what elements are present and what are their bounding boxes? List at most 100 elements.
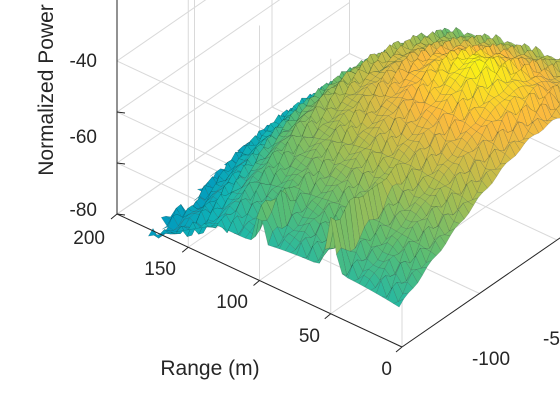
surface-face: [443, 72, 455, 84]
range-tick-label: 0: [381, 359, 392, 380]
surface-face: [545, 78, 556, 84]
surface-face: [429, 235, 441, 249]
surface-face: [453, 209, 465, 224]
surface-face: [262, 220, 273, 246]
grid-line: [116, 0, 207, 62]
surface: [147, 26, 560, 308]
surface-face: [296, 242, 308, 259]
surface-face: [555, 61, 560, 74]
surface-face: [470, 122, 482, 132]
x-tick-label: -100: [472, 349, 510, 370]
surface-face: [528, 121, 539, 136]
surface-face: [218, 204, 229, 218]
surface-face: [546, 116, 558, 122]
surface-face: [238, 154, 250, 161]
surface-face: [371, 77, 383, 90]
surface-face: [424, 186, 436, 197]
surface-face: [323, 158, 335, 176]
surface-face: [388, 157, 400, 169]
surface-face: [537, 118, 549, 130]
surface-face: [376, 280, 387, 298]
surface-face: [432, 163, 444, 174]
surface-face: [392, 239, 404, 255]
surface-face: [420, 102, 432, 116]
axes-box: [110, 0, 560, 353]
surface-face: [516, 69, 527, 82]
surface-face: [493, 94, 505, 104]
surface-face: [373, 59, 384, 72]
surface-face: [445, 188, 457, 202]
range-tick-label: 100: [216, 292, 248, 313]
surface-face: [554, 76, 560, 83]
surface-face: [385, 227, 397, 240]
surface-face: [531, 112, 543, 124]
surface-face: [247, 170, 258, 181]
surface-face: [543, 68, 555, 81]
surface-face: [205, 225, 216, 229]
surface-face: [241, 174, 253, 189]
surface-face: [542, 119, 554, 125]
power-axis-title: Normalized Power: [35, 4, 58, 176]
surface-face: [233, 226, 245, 237]
surface-face: [219, 205, 230, 218]
surface-face: [327, 190, 339, 203]
surface-face: [433, 225, 445, 241]
surface-face: [241, 175, 254, 188]
z-tick-label: -60: [70, 127, 97, 148]
surface-face: [411, 44, 423, 51]
z-tick-label: -40: [70, 51, 97, 72]
surface-face: [337, 179, 349, 194]
range-tick-label: 200: [73, 228, 105, 249]
surface-face: [387, 55, 400, 62]
surface-face: [193, 185, 205, 202]
range-tick-mark: [324, 313, 332, 320]
surface-face: [239, 226, 251, 239]
x-tick-label: -5: [543, 329, 560, 350]
surface-face: [229, 201, 241, 213]
surface-face: [230, 164, 242, 174]
surface-face: [526, 104, 537, 124]
z-tick-label: -80: [70, 200, 97, 221]
surface-face: [352, 167, 363, 187]
z-tick-mark: [116, 213, 126, 216]
surface-face: [182, 208, 194, 218]
surface-face: [178, 214, 189, 227]
range-tick-label: 50: [299, 326, 320, 347]
surface-face: [491, 73, 503, 85]
surface-face: [182, 221, 194, 238]
surface-face: [455, 130, 467, 141]
range-tick-mark: [110, 213, 118, 220]
z-tick-mark: [116, 162, 126, 165]
surface-face: [373, 164, 385, 178]
surface-face: [458, 62, 470, 70]
surface-face: [210, 219, 222, 229]
surface-face: [339, 120, 351, 135]
surface-face: [448, 221, 460, 232]
grid-line: [116, 53, 350, 215]
surface-face: [490, 168, 502, 177]
surface-face: [552, 85, 560, 104]
surface-face: [227, 191, 239, 200]
surface-face: [260, 151, 271, 161]
surface-face: [312, 255, 325, 264]
surface-face: [405, 108, 417, 124]
surface-face: [243, 221, 255, 233]
surface-face: [410, 255, 422, 271]
surface-face: [228, 198, 240, 206]
surface-face: [539, 68, 551, 81]
surface-face: [500, 53, 512, 59]
surface-face: [295, 154, 307, 164]
surface-face: [347, 264, 359, 282]
range-tick-label: 150: [144, 259, 176, 280]
surface-face: [552, 63, 560, 80]
surface-face: [293, 175, 305, 190]
surface-face: [551, 108, 560, 119]
surface-face: [238, 221, 250, 235]
surface-face: [409, 196, 421, 207]
surface-face: [555, 105, 560, 116]
surface-face: [207, 191, 218, 201]
surface-face: [536, 103, 548, 122]
surface-face: [176, 225, 188, 237]
surface-face: [472, 191, 484, 201]
